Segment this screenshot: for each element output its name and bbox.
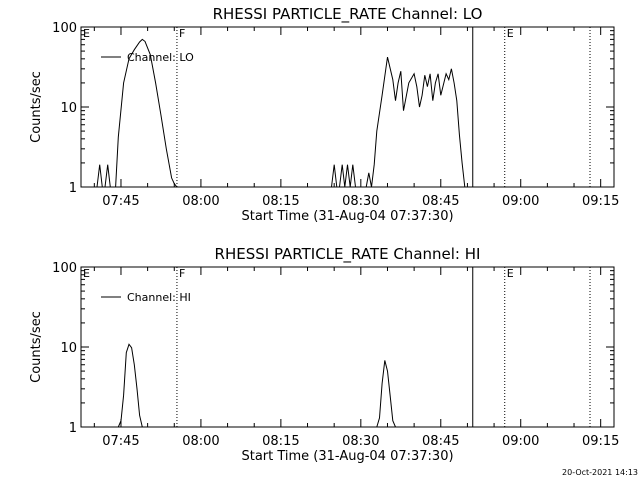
x-tick-label: 09:00 xyxy=(502,434,539,449)
x-tick-label: 08:00 xyxy=(182,434,219,449)
plot-panel-hi: RHESSI PARTICLE_RATE Channel: HI Start Ti… xyxy=(29,245,619,464)
marker-label: E xyxy=(83,267,90,280)
x-tick-label: 07:45 xyxy=(102,194,139,209)
data-series-segment xyxy=(96,38,178,188)
y-tick-label: 1 xyxy=(69,421,77,436)
x-axis-label: Start Time (31-Aug-04 07:37:30) xyxy=(241,209,453,224)
x-tick-label: 08:45 xyxy=(422,194,459,209)
marker-label: E xyxy=(507,27,514,40)
y-tick-label: 100 xyxy=(52,261,77,276)
data-series-segment xyxy=(365,56,468,188)
marker-label: E xyxy=(507,267,514,280)
data-series-segment xyxy=(376,360,396,428)
x-tick-label: 09:15 xyxy=(582,194,619,209)
x-tick-label: 09:00 xyxy=(502,194,539,209)
legend-label: Channel: LO xyxy=(127,51,194,64)
x-tick-label: 08:30 xyxy=(342,434,379,449)
marker-label: E xyxy=(83,27,90,40)
footer-timestamp: 20-Oct-2021 14:13 xyxy=(562,468,638,477)
legend-label: Channel: HI xyxy=(127,291,191,304)
y-tick-label: 100 xyxy=(52,21,77,36)
x-tick-label: 08:45 xyxy=(422,434,459,449)
y-axis-label: Counts/sec xyxy=(29,71,44,143)
chart-title: RHESSI PARTICLE_RATE Channel: LO xyxy=(213,5,483,24)
y-tick-label: 10 xyxy=(60,341,77,356)
data-series-segment xyxy=(339,164,356,188)
x-tick-label: 08:30 xyxy=(342,194,379,209)
data-series-segment xyxy=(117,343,143,428)
x-tick-label: 08:15 xyxy=(262,434,299,449)
marker-label: F xyxy=(179,27,185,40)
chart-title: RHESSI PARTICLE_RATE Channel: HI xyxy=(215,245,481,264)
marker-label: F xyxy=(179,267,185,280)
plot-panel-lo: RHESSI PARTICLE_RATE Channel: LO Start Ti… xyxy=(29,5,619,224)
y-tick-label: 1 xyxy=(69,181,77,196)
data-series-segment xyxy=(331,164,338,188)
x-tick-label: 07:45 xyxy=(102,434,139,449)
y-axis-label: Counts/sec xyxy=(29,311,44,383)
x-tick-label: 08:15 xyxy=(262,194,299,209)
x-tick-label: 09:15 xyxy=(582,434,619,449)
y-tick-label: 10 xyxy=(60,101,77,116)
x-axis-label: Start Time (31-Aug-04 07:37:30) xyxy=(241,449,453,464)
x-tick-label: 08:00 xyxy=(182,194,219,209)
